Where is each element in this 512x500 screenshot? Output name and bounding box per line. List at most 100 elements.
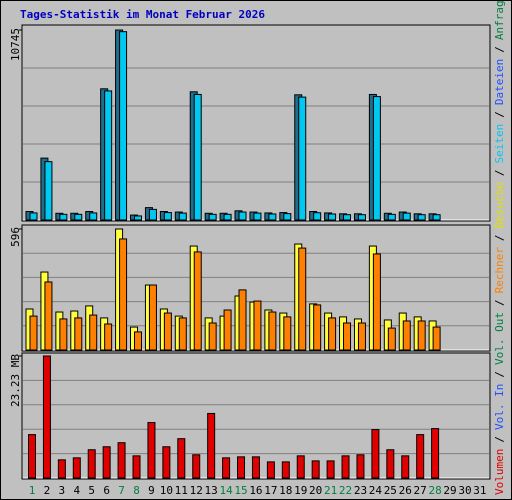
bar <box>268 213 277 221</box>
x-tick-label: 21 <box>324 484 337 497</box>
x-tick-label: 27 <box>414 484 427 497</box>
bar <box>89 314 98 351</box>
x-tick-label: 19 <box>294 484 307 497</box>
bar <box>163 312 172 351</box>
bar <box>268 311 277 351</box>
bar <box>296 455 305 479</box>
bar <box>119 238 128 351</box>
bar <box>104 323 113 351</box>
legend-separator: / <box>493 46 506 53</box>
legend-separator: / <box>493 299 506 306</box>
y-tick-label: 10745 <box>9 28 22 61</box>
bar <box>343 214 352 221</box>
x-tick-label: 5 <box>88 484 95 497</box>
bar <box>193 251 202 351</box>
legend-separator: / <box>493 169 506 176</box>
x-tick-label: 22 <box>339 484 352 497</box>
bar <box>386 449 395 479</box>
bar <box>432 214 441 221</box>
panel <box>21 24 491 222</box>
bar <box>387 213 396 221</box>
x-tick-label: 24 <box>369 484 383 497</box>
bar <box>42 355 51 479</box>
x-tick-label: 18 <box>279 484 292 497</box>
x-tick-label: 12 <box>190 484 203 497</box>
bar <box>298 247 307 351</box>
x-tick-label: 7 <box>118 484 125 497</box>
bar <box>341 455 350 479</box>
bar <box>356 454 365 479</box>
bar <box>208 213 217 221</box>
bar <box>223 309 232 351</box>
bar <box>28 434 36 479</box>
bar <box>59 213 68 221</box>
bar <box>401 455 410 479</box>
y-tick-label: 23.23 MB <box>9 354 22 407</box>
bar <box>163 212 172 221</box>
x-tick-label: 3 <box>59 484 66 497</box>
bar <box>134 215 143 221</box>
legend-entry: Vol. Out <box>493 312 506 365</box>
bar <box>208 322 217 351</box>
legend-entry: Besuche <box>493 182 506 228</box>
legend-entry: Dateien <box>493 59 506 105</box>
legend-entry: Rechner <box>493 247 506 294</box>
bar <box>117 442 126 479</box>
bar <box>178 212 187 221</box>
x-tick-label: 29 <box>443 484 456 497</box>
bar <box>74 317 83 351</box>
bar <box>177 438 186 479</box>
x-tick-label: 23 <box>354 484 367 497</box>
bar <box>283 213 292 221</box>
x-tick-label: 20 <box>309 484 322 497</box>
bar <box>57 459 66 479</box>
bar <box>402 212 411 221</box>
bar <box>193 93 202 221</box>
bar <box>313 212 322 221</box>
bar <box>387 327 396 351</box>
bar <box>432 326 441 351</box>
bar <box>104 90 113 221</box>
bar <box>72 457 81 479</box>
bar <box>222 457 231 479</box>
legend: Volumen / Vol. In / Vol. Out / Rechner / Besuche… <box>493 0 506 495</box>
x-tick-label: 6 <box>103 484 110 497</box>
x-tick-label: 10 <box>160 484 173 497</box>
bar <box>326 460 335 479</box>
legend-entry: Seiten <box>493 124 506 164</box>
bar <box>311 460 320 479</box>
x-tick-label: 2 <box>44 484 51 497</box>
bar <box>253 300 262 351</box>
bar <box>343 322 352 351</box>
x-tick-label: 9 <box>148 484 155 497</box>
bar <box>223 213 232 221</box>
bar <box>328 317 337 351</box>
bar <box>29 315 38 351</box>
legend-entry: Anfragen <box>493 0 506 40</box>
bar <box>357 214 366 221</box>
bar <box>87 449 96 479</box>
bar <box>29 212 38 221</box>
bar <box>372 253 381 351</box>
bar <box>372 96 381 221</box>
x-tick-label: 8 <box>133 484 140 497</box>
bar <box>238 289 247 351</box>
bar <box>416 434 425 479</box>
legend-entry: Vol. In <box>493 384 506 430</box>
bar <box>238 211 247 221</box>
bar <box>89 212 98 221</box>
bar <box>417 214 426 221</box>
bar <box>251 456 260 479</box>
bar <box>313 304 322 351</box>
x-tick-label: 28 <box>428 484 441 497</box>
x-tick-label: 17 <box>264 484 277 497</box>
x-tick-label: 16 <box>249 484 262 497</box>
legend-separator: / <box>493 234 506 241</box>
bar <box>119 31 128 221</box>
chart-title: Tages-Statistik im Monat Februar 2026 <box>20 8 265 21</box>
bar <box>148 208 157 221</box>
y-tick-label: 596 <box>9 227 22 247</box>
x-tick-label: 14 <box>219 484 233 497</box>
x-tick-label: 31 <box>473 484 486 497</box>
legend-separator: / <box>493 111 506 118</box>
